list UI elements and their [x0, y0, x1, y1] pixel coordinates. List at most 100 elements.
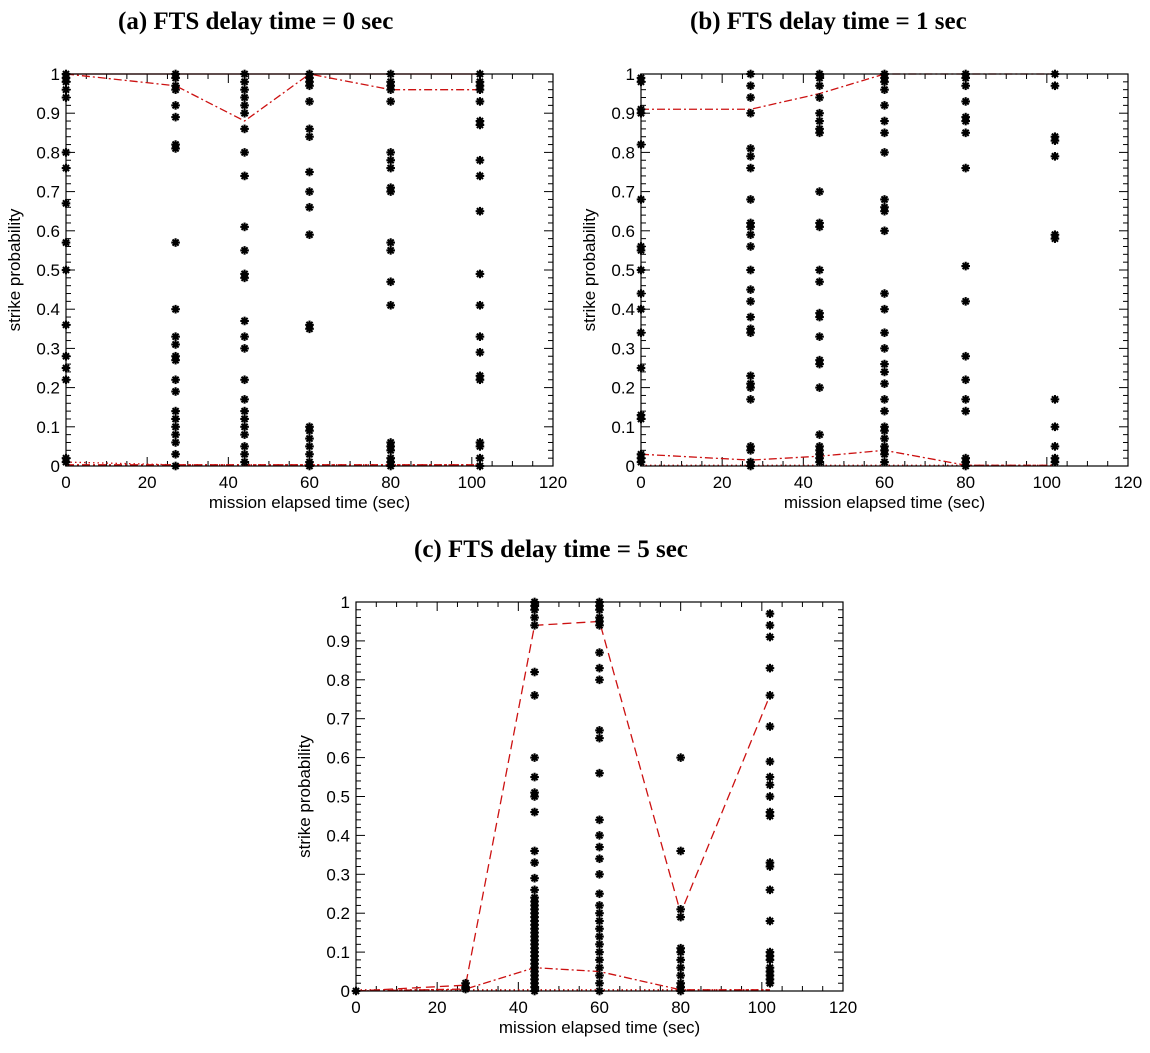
- data-point: [595, 675, 604, 685]
- data-point: [815, 73, 824, 83]
- data-point: [961, 395, 970, 404]
- data-point: [530, 605, 539, 615]
- panel-a-title: (a) FTS delay time = 0 sec: [118, 8, 394, 35]
- data-point: [765, 955, 775, 965]
- data-point: [240, 332, 249, 341]
- data-point: [746, 230, 755, 240]
- data-point: [171, 375, 180, 385]
- data-point: [240, 222, 249, 232]
- data-point: [530, 691, 539, 700]
- data-point: [595, 870, 604, 879]
- data-point: [880, 226, 889, 236]
- data-point: [815, 332, 824, 341]
- scatter-points: [636, 69, 1060, 471]
- data-point: [595, 955, 604, 965]
- x-tick-label: 20: [428, 998, 447, 1017]
- data-point: [1050, 422, 1060, 432]
- scatter-points: [351, 597, 775, 996]
- data-point: [386, 155, 395, 165]
- data-point: [475, 155, 485, 165]
- data-point: [880, 116, 889, 126]
- data-point: [765, 916, 775, 926]
- y-tick-label: 0.5: [36, 261, 60, 280]
- data-point: [595, 908, 604, 918]
- data-point: [746, 265, 755, 275]
- data-point: [815, 430, 824, 439]
- data-point: [305, 97, 314, 106]
- data-point: [171, 101, 180, 110]
- data-point: [765, 862, 775, 871]
- data-point: [880, 85, 889, 94]
- data-point: [595, 605, 604, 615]
- data-point: [305, 202, 314, 212]
- data-point: [1050, 136, 1060, 145]
- summary-line-dashed: [355, 620, 771, 992]
- data-point: [475, 332, 485, 341]
- data-point: [475, 269, 485, 279]
- data-point: [880, 406, 889, 416]
- data-point: [171, 430, 180, 439]
- plot-frame: [65, 73, 554, 467]
- data-point: [765, 772, 775, 782]
- data-point: [171, 304, 180, 314]
- data-point: [815, 457, 824, 467]
- data-point: [765, 621, 775, 630]
- data-point: [240, 430, 249, 439]
- data-point: [240, 422, 249, 432]
- summary-line-dashdot: [65, 73, 480, 122]
- data-point: [746, 222, 755, 232]
- data-point: [240, 344, 249, 353]
- y-tick-label: 0.3: [326, 865, 350, 884]
- data-point: [961, 73, 970, 83]
- data-point: [1050, 81, 1060, 91]
- data-point: [765, 811, 775, 821]
- data-point: [475, 375, 485, 385]
- y-tick-label: 0.9: [36, 104, 60, 123]
- data-point: [386, 148, 395, 157]
- x-tick-label: 40: [219, 473, 238, 492]
- data-point: [880, 195, 889, 204]
- data-point: [815, 265, 824, 275]
- data-point: [240, 442, 249, 451]
- chart-b: 0 20 40 60 80 100 120 0 0.1 0.2 0.3 0.4 0.5 0.6 0.7 0.8…: [580, 65, 1142, 512]
- data-point: [676, 971, 685, 980]
- data-point: [475, 300, 485, 310]
- data-point: [171, 112, 180, 122]
- data-point: [595, 978, 604, 988]
- data-point: [815, 116, 824, 126]
- data-point: [765, 609, 775, 618]
- data-point: [595, 889, 604, 899]
- y-tick-label: 0.5: [326, 788, 350, 807]
- data-point: [880, 304, 889, 314]
- data-point: [746, 285, 755, 294]
- data-point: [595, 901, 604, 910]
- data-point: [171, 387, 180, 396]
- data-point: [765, 978, 775, 988]
- x-tick-label: 60: [300, 473, 319, 492]
- data-point: [475, 171, 485, 181]
- data-point: [765, 885, 775, 895]
- summary-line-dashdot: [640, 449, 1055, 466]
- y-tick-label: 0.3: [36, 339, 60, 358]
- y-tick-label: 0.4: [326, 826, 350, 845]
- data-point: [240, 171, 249, 181]
- data-point: [961, 351, 970, 361]
- data-point: [880, 289, 889, 298]
- data-point: [475, 97, 485, 106]
- y-tick-label: 0.9: [326, 632, 350, 651]
- data-point: [880, 367, 889, 377]
- y-tick-label: 0.6: [36, 222, 60, 241]
- data-point: [815, 187, 824, 196]
- data-point: [240, 414, 249, 424]
- x-tick-label: 60: [590, 998, 609, 1017]
- data-point: [475, 442, 485, 451]
- data-point: [305, 124, 314, 134]
- data-point: [386, 163, 395, 173]
- data-point: [386, 97, 395, 106]
- data-point: [530, 753, 539, 762]
- data-point: [880, 359, 889, 369]
- data-point: [961, 97, 970, 106]
- data-point: [530, 772, 539, 782]
- summary-line-dotted: [65, 461, 480, 466]
- data-point: [595, 648, 604, 657]
